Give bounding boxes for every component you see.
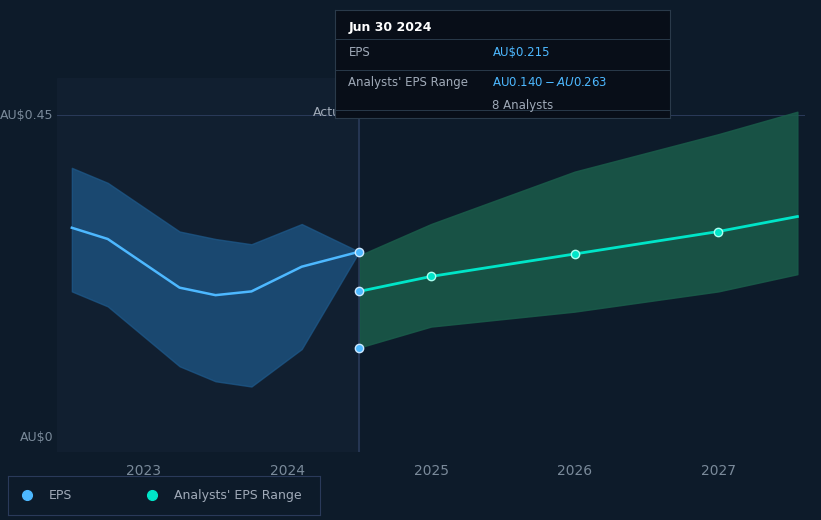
Bar bbox=[57, 78, 359, 452]
Text: AU$0.45: AU$0.45 bbox=[0, 109, 53, 122]
Text: AU$0.215: AU$0.215 bbox=[493, 46, 550, 59]
Text: Jun 30 2024: Jun 30 2024 bbox=[348, 21, 432, 34]
Text: AU$0.140 - AU$0.263: AU$0.140 - AU$0.263 bbox=[493, 76, 608, 89]
Text: Analysts' EPS Range: Analysts' EPS Range bbox=[173, 489, 301, 502]
Text: EPS: EPS bbox=[48, 489, 72, 502]
Text: Actual: Actual bbox=[313, 106, 352, 119]
Text: EPS: EPS bbox=[348, 46, 370, 59]
Text: AU$0: AU$0 bbox=[20, 431, 53, 444]
Text: Analysts' EPS Range: Analysts' EPS Range bbox=[348, 76, 469, 89]
Text: Analysts Forecasts: Analysts Forecasts bbox=[366, 106, 483, 119]
Text: 8 Analysts: 8 Analysts bbox=[493, 99, 553, 112]
